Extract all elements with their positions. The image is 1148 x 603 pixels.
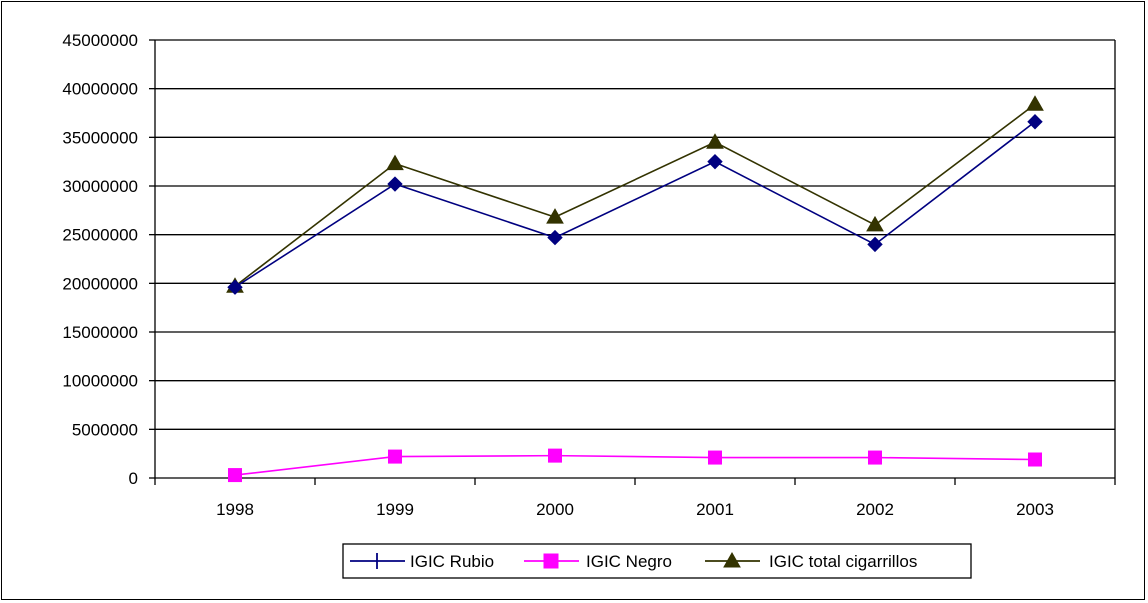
x-tick-label: 1998 xyxy=(216,500,254,519)
y-tick-label: 15000000 xyxy=(62,323,138,342)
y-tick-label: 5000000 xyxy=(72,420,138,439)
data-point xyxy=(1028,452,1042,467)
data-point xyxy=(227,279,243,295)
x-tick-label: 2001 xyxy=(696,500,734,519)
legend-label: IGIC total cigarrillos xyxy=(769,552,917,571)
data-point xyxy=(706,133,724,149)
legend-label: IGIC Negro xyxy=(586,552,672,571)
data-point xyxy=(228,468,242,483)
data-point xyxy=(387,176,403,192)
data-point xyxy=(547,229,563,246)
legend-marker xyxy=(723,551,741,568)
x-tick-label: 2000 xyxy=(536,500,574,519)
data-point xyxy=(866,215,884,232)
y-tick-label: 45000000 xyxy=(62,31,138,50)
series-line xyxy=(234,454,1036,476)
data-point xyxy=(708,450,722,465)
y-tick-label: 20000000 xyxy=(62,274,138,293)
y-tick-label: 35000000 xyxy=(62,128,138,147)
legend-label: IGIC Rubio xyxy=(410,552,494,571)
x-tick-label: 1999 xyxy=(376,500,414,519)
data-point xyxy=(548,448,562,463)
data-point xyxy=(546,208,564,224)
data-point xyxy=(867,236,883,253)
data-point xyxy=(707,153,723,170)
series-line xyxy=(234,121,1036,288)
y-tick-label: 25000000 xyxy=(62,226,138,245)
series-line xyxy=(234,103,1036,287)
legend xyxy=(342,543,972,579)
y-tick-label: 40000000 xyxy=(62,80,138,99)
legend-marker xyxy=(543,553,559,569)
x-tick-label: 2003 xyxy=(1016,500,1054,519)
y-tick-label: 0 xyxy=(129,469,138,488)
data-point xyxy=(868,450,882,465)
data-point xyxy=(386,154,404,171)
y-tick-label: 30000000 xyxy=(62,177,138,196)
data-point xyxy=(1027,114,1043,130)
data-point xyxy=(1026,95,1044,111)
data-point xyxy=(388,449,402,464)
y-tick-label: 10000000 xyxy=(62,372,138,391)
x-tick-label: 2002 xyxy=(856,500,894,519)
